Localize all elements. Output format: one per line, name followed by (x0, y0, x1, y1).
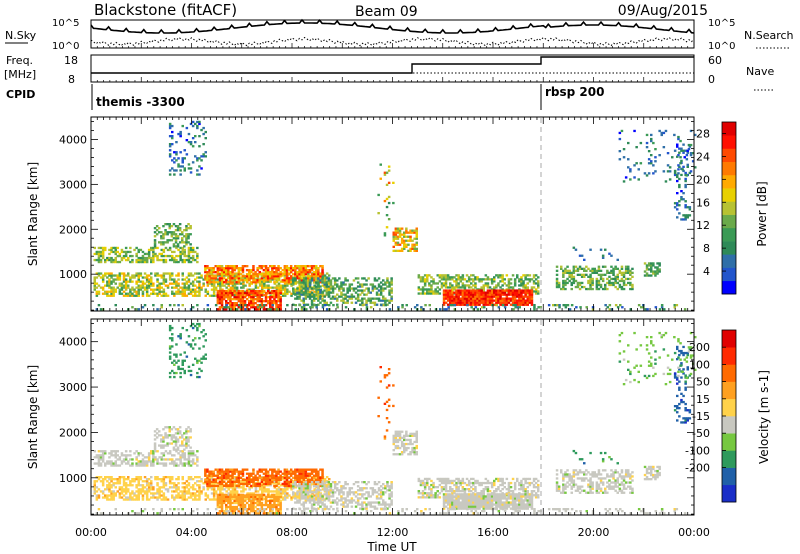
freq-panel: Freq. [MHz] 18 8 60 0 Nave (4, 54, 774, 91)
power-colorbar-tick: 28 (696, 127, 710, 140)
nsearch-tick-top: 10^5 (708, 18, 735, 29)
xaxis-tick-label: 04:00 (176, 526, 208, 539)
nsearch-label: N.Search (744, 29, 794, 42)
power-colorbar-tick: 12 (696, 219, 710, 232)
power-colorbar-swatch (722, 254, 736, 268)
power-heatmap (93, 120, 697, 311)
nave-label: Nave (746, 65, 774, 78)
power-colorbar-swatch (722, 280, 736, 295)
nave-tick-bottom: 0 (708, 73, 715, 86)
xaxis-label: Time UT (366, 540, 417, 554)
power-colorbar-swatch (722, 241, 736, 255)
nsky-label: N.Sky (5, 29, 37, 42)
nave-tick-top: 60 (708, 54, 722, 67)
velocity-colorbar-swatch (722, 484, 736, 503)
cpid-segment-2: rbsp 200 (545, 85, 604, 99)
nsky-trace (90, 18, 695, 34)
velocity-colorbar-swatch (722, 398, 736, 417)
time-axis: 00:00 04:00 08:00 12:00 16:00 20:00 00:00 (75, 43, 710, 539)
power-ylabel: Slant Range [km] (26, 162, 40, 266)
xaxis-tick-label: 12:00 (377, 526, 409, 539)
power-colorbar-tick: 20 (696, 173, 710, 186)
power-colorbar-swatch (722, 201, 736, 215)
power-colorbar-tick: 4 (703, 265, 710, 278)
date-label: 09/Aug/2015 (618, 3, 708, 19)
cpid-segment-1: themis -3300 (96, 95, 185, 109)
power-colorbar-swatch (722, 227, 736, 242)
power-colorbar-tick: 24 (696, 150, 710, 163)
freq-tick-bottom: 8 (68, 73, 75, 86)
power-colorbar-swatch (722, 214, 736, 229)
power-colorbar-swatch (722, 267, 736, 282)
power-panel: 1000 2000 3000 4000 Slant Range [km] 4 8 12 16… (26, 116, 769, 312)
velocity-colorbar-label: Velocity [m s-1] (757, 370, 771, 464)
xaxis-tick-label: 00:00 (75, 526, 107, 539)
power-colorbar-swatch (722, 188, 736, 202)
velocity-colorbar-swatch (722, 381, 736, 400)
velocity-colorbar-swatch (722, 450, 736, 468)
power-colorbar-swatch (722, 161, 736, 176)
cpid-label: CPID (6, 88, 35, 101)
cpid-panel: CPID themis -3300 rbsp 200 (6, 84, 604, 110)
power-ytick-label: 1000 (59, 268, 87, 281)
xaxis-tick-label: 08:00 (276, 526, 308, 539)
velocity-ytick-label: 1000 (59, 472, 87, 485)
velocity-colorbar-swatch (722, 347, 736, 365)
velocity-colorbar-swatch (722, 433, 736, 451)
velocity-colorbar-tick: 100 (689, 358, 710, 371)
power-ytick-label: 2000 (59, 223, 87, 236)
velocity-ytick-label: 3000 (59, 381, 87, 394)
beam-label: Beam 09 (355, 4, 418, 20)
velocity-colorbar-tick: -50 (692, 427, 710, 440)
nsky-tick-top: 10^5 (52, 18, 79, 29)
velocity-colorbar-swatch (722, 364, 736, 382)
power-ytick-label: 4000 (59, 133, 87, 146)
velocity-ytick-label: 4000 (59, 336, 87, 349)
power-colorbar-swatch (722, 135, 736, 149)
velocity-colorbar-tick: 15 (696, 393, 710, 406)
nsearch-tick-bottom: 10^0 (708, 41, 735, 52)
nsearch-trace (90, 36, 695, 47)
velocity-colorbar-swatch (722, 416, 736, 434)
velocity-colorbar-swatch (722, 467, 736, 486)
velocity-colorbar-tick: -100 (685, 444, 710, 457)
power-colorbar-tick: 16 (696, 196, 710, 209)
power-colorbar-label: Power [dB] (755, 181, 769, 246)
velocity-colorbar-tick: 50 (696, 376, 710, 389)
power-colorbar-swatch (722, 174, 736, 189)
velocity-colorbar-tick: -200 (685, 462, 710, 475)
velocity-colorbar-tick: -15 (692, 410, 710, 423)
power-colorbar-tick: 8 (703, 242, 710, 255)
velocity-ytick-label: 2000 (59, 426, 87, 439)
xaxis-tick-label: 20:00 (578, 526, 610, 539)
power-colorbar-swatch (722, 148, 736, 162)
xaxis-tick-label: 00:00 (678, 526, 710, 539)
freq-trace (91, 56, 694, 74)
freq-label: Freq. (6, 54, 33, 67)
nsky-tick-bottom: 10^0 (52, 41, 79, 52)
radar-title: Blackstone (fitACF) (94, 1, 237, 19)
velocity-heatmap (93, 322, 697, 515)
velocity-colorbar-swatch (722, 330, 736, 348)
power-ytick-label: 3000 (59, 178, 87, 191)
power-colorbar-swatch (722, 122, 736, 136)
xaxis-tick-label: 16:00 (477, 526, 509, 539)
freq-unit: [MHz] (4, 68, 36, 81)
velocity-colorbar-tick: 200 (689, 341, 710, 354)
freq-tick-top: 18 (64, 54, 78, 67)
velocity-ylabel: Slant Range [km] (26, 365, 40, 469)
velocity-panel: 1000 2000 3000 4000 Slant Range [km] 200 100… (26, 318, 771, 516)
